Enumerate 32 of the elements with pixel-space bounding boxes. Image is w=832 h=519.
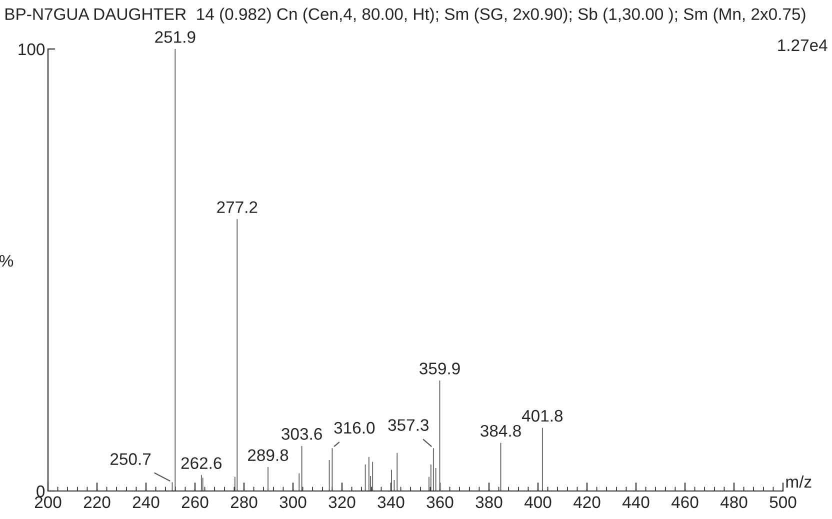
annotation: 357.3 <box>388 419 429 431</box>
x-tick-label: 420 <box>573 496 600 508</box>
chart-title: BP-N7GUA DAUGHTER 14 (0.982) Cn (Cen,4, 80.00, Ht); Sm (SG, 2x0.90); Sb (1,30.00 ); Sm (Mn, 2x0.75) <box>6 8 806 24</box>
annotation: 359.9 <box>420 362 460 374</box>
x-tick-label: 220 <box>84 496 110 508</box>
annotation: 251.9 <box>155 31 196 43</box>
x-tick-label: 440 <box>622 496 650 508</box>
annotation: 303.6 <box>282 428 322 440</box>
annotation: 1.27e4 <box>778 39 828 52</box>
x-tick-label: 380 <box>476 496 502 508</box>
x-axis-title: m/z <box>786 476 812 488</box>
x-tick-label: 300 <box>280 496 306 508</box>
x-tick-label: 320 <box>328 496 356 508</box>
y-tick-label: 100 <box>18 43 45 56</box>
x-tick-label: 500 <box>770 496 796 508</box>
x-tick-label: 400 <box>524 496 552 508</box>
x-tick-label: 340 <box>378 496 404 508</box>
y-tick-label: 0 <box>36 485 45 498</box>
annotation: 262.6 <box>181 457 222 470</box>
x-tick-label: 240 <box>132 496 160 508</box>
annotation: 316.0 <box>334 422 375 434</box>
annotation: 401.8 <box>522 410 563 422</box>
x-tick-label: 280 <box>230 496 258 508</box>
x-tick-label: 260 <box>182 496 208 508</box>
annotation: 384.8 <box>480 424 521 437</box>
x-tick-label: 360 <box>426 496 454 508</box>
x-tick-label: 200 <box>34 496 62 508</box>
annotation: 277.2 <box>217 201 258 213</box>
x-tick-label: 460 <box>671 496 698 508</box>
x-tick-label: 480 <box>720 496 748 508</box>
annotation: 289.8 <box>248 449 288 462</box>
annotation: 250.7 <box>110 453 151 465</box>
